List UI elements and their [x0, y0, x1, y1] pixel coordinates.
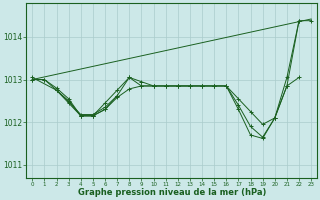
X-axis label: Graphe pression niveau de la mer (hPa): Graphe pression niveau de la mer (hPa)	[77, 188, 266, 197]
